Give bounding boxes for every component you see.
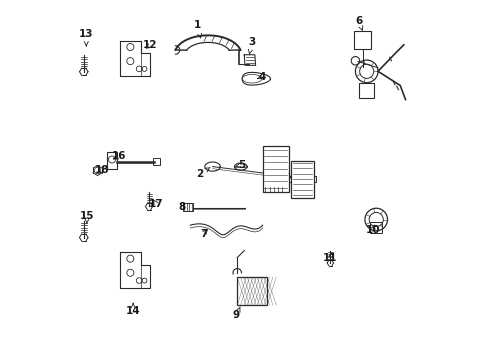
Text: 2: 2 [196,167,210,179]
Text: 14: 14 [126,303,141,316]
Text: 5: 5 [236,160,246,170]
Text: 7: 7 [200,229,207,239]
Text: 13: 13 [79,28,94,46]
Bar [291,161,314,198]
Text: 11: 11 [323,253,338,263]
Bar [237,277,267,305]
Text: 4: 4 [258,72,266,82]
Bar [354,31,371,49]
Text: 1: 1 [194,20,202,38]
Text: 10: 10 [366,225,380,235]
Bar [359,83,374,98]
Text: 18: 18 [95,166,109,175]
Text: 15: 15 [80,211,94,224]
Bar [263,147,289,192]
Text: 8: 8 [178,202,186,212]
Bar [152,158,160,165]
Bar [183,203,193,211]
Bar [370,222,382,233]
Text: 12: 12 [143,40,158,50]
Text: 6: 6 [355,16,363,30]
Text: 17: 17 [149,199,163,209]
Text: 3: 3 [248,37,256,54]
Text: 9: 9 [233,307,240,320]
Bar [107,152,117,170]
Text: 16: 16 [111,151,126,161]
